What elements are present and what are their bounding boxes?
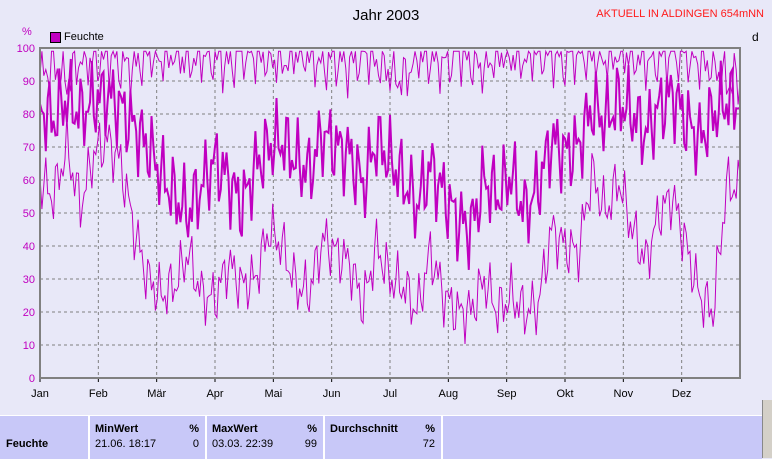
y-tick-label: 70 bbox=[23, 142, 35, 154]
max-time: 03.03. 22:39 bbox=[212, 438, 274, 450]
x-tick-label: Nov bbox=[614, 388, 634, 400]
y-tick-label: 10 bbox=[23, 340, 35, 352]
x-tick-label: Apr bbox=[206, 388, 223, 400]
x-tick-label: Aug bbox=[439, 388, 459, 400]
chart-title: Jahr 2003 bbox=[352, 7, 420, 24]
col-header: MinWert bbox=[95, 423, 139, 435]
y-tick-label: 40 bbox=[23, 241, 35, 253]
x-tick-label: Mai bbox=[264, 388, 282, 400]
y-tick-label: 50 bbox=[23, 208, 35, 220]
series-line-feuchte bbox=[39, 58, 741, 270]
col-unit: % bbox=[425, 423, 435, 435]
x-tick-label: Dez bbox=[672, 388, 692, 400]
col-unit: % bbox=[307, 423, 317, 435]
y-tick-label: 0 bbox=[29, 373, 35, 385]
y-tick-label: 80 bbox=[23, 109, 35, 121]
legend: Feuchte bbox=[50, 31, 104, 43]
x-tick-label: Jan bbox=[31, 388, 49, 400]
x-tick-label: Okt bbox=[556, 388, 573, 400]
col-header: MaxWert bbox=[212, 423, 258, 435]
y-tick-label: 60 bbox=[23, 175, 35, 187]
scrollbar[interactable] bbox=[762, 400, 772, 458]
min-cell: MinWert% 21.06. 18:17 0 bbox=[88, 416, 205, 459]
max-value: 99 bbox=[304, 438, 317, 450]
x-tick-label: Sep bbox=[497, 388, 517, 400]
y-axis-label: % bbox=[22, 26, 32, 38]
next-chart-label: d bbox=[752, 30, 759, 44]
location-label: AKTUELL IN ALDINGEN 654mNN bbox=[596, 8, 764, 20]
avg-cell: Durchschnitt% 72 bbox=[323, 416, 441, 459]
stats-table: Feuchte MinWert% 21.06. 18:17 0 MaxWert% … bbox=[0, 415, 762, 459]
y-tick-label: 30 bbox=[23, 274, 35, 286]
min-time: 21.06. 18:17 bbox=[95, 438, 157, 450]
x-tick-label: Feb bbox=[89, 388, 108, 400]
x-tick-label: Jun bbox=[323, 388, 341, 400]
col-unit: % bbox=[189, 423, 199, 435]
x-tick-label: Jul bbox=[383, 388, 397, 400]
max-cell: MaxWert% 03.03. 22:39 99 bbox=[205, 416, 323, 459]
y-tick-label: 90 bbox=[23, 76, 35, 88]
min-value: 0 bbox=[192, 438, 199, 450]
legend-swatch bbox=[50, 31, 61, 43]
avg-value: 72 bbox=[422, 438, 435, 450]
col-header: Durchschnitt bbox=[330, 423, 398, 435]
series-line-max bbox=[39, 49, 741, 105]
y-tick-label: 100 bbox=[17, 43, 35, 55]
y-tick-label: 20 bbox=[23, 307, 35, 319]
series-line-min bbox=[39, 113, 741, 345]
plot-frame bbox=[39, 47, 741, 379]
legend-label: Feuchte bbox=[64, 31, 104, 43]
row-label: Feuchte bbox=[6, 438, 49, 450]
x-tick-label: Mär bbox=[147, 388, 166, 400]
humidity-chart: 0 10 20 30 40 50 60 70 80 90 100 Jan Feb Mär Apr Mai Jun… bbox=[17, 43, 741, 400]
